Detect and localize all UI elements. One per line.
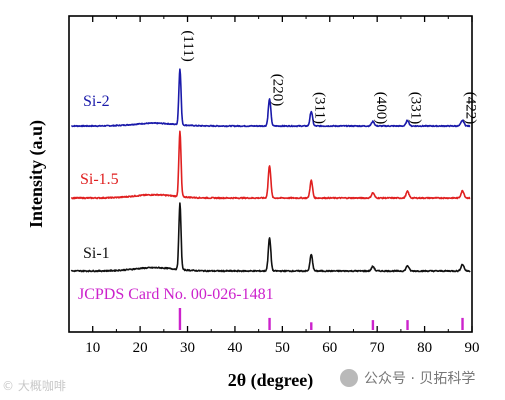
x-tick-label: 20 xyxy=(133,340,148,356)
peak-label: (311) xyxy=(311,92,327,124)
plot-frame xyxy=(68,15,473,333)
watermark-left: © 大概咖啡 xyxy=(2,379,66,393)
x-tick-label: 70 xyxy=(370,340,385,356)
x-tick-label: 40 xyxy=(227,340,242,356)
peak-label: (422) xyxy=(463,92,479,125)
series-line-si-1 xyxy=(70,202,471,273)
peak-label: (400) xyxy=(373,92,389,125)
watermark-right-text: 公众号 · 贝拓科学 xyxy=(364,371,476,387)
series-label: Si-1.5 xyxy=(80,171,119,188)
wechat-icon xyxy=(340,369,358,387)
x-tick-label: 60 xyxy=(322,340,337,356)
x-tick-label: 80 xyxy=(417,340,432,356)
series-label: Si-2 xyxy=(83,93,110,110)
x-tick-label: 90 xyxy=(465,340,480,356)
x-tick-label: 50 xyxy=(275,340,290,356)
y-axis-label: Intensity (a.u) xyxy=(26,120,47,228)
peak-label: (331) xyxy=(408,92,424,125)
x-axis-label: 2θ (degree) xyxy=(228,370,314,391)
x-tick-label: 30 xyxy=(180,340,195,356)
peak-label: (220) xyxy=(270,74,286,107)
series-label: Si-1 xyxy=(83,245,110,262)
watermark-right: 公众号 · 贝拓科学 xyxy=(340,368,475,388)
series-line-si-1-5 xyxy=(70,130,471,200)
series-line-si-2 xyxy=(71,68,471,128)
peak-label: (111) xyxy=(180,30,196,61)
x-tick-label: 10 xyxy=(85,340,100,356)
reference-label: JCPDS Card No. 00-026-1481 xyxy=(78,286,274,303)
